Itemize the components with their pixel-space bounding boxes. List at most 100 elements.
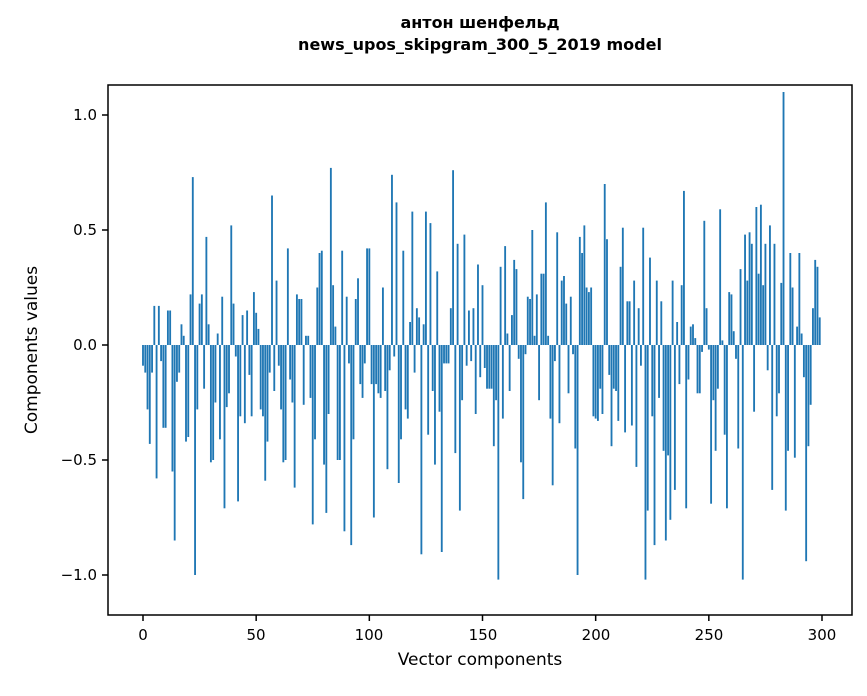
bar-227 [655,280,658,345]
bar-69 [298,299,301,345]
bar-68 [295,294,298,345]
bar-151 [483,345,486,368]
bar-61 [280,345,282,410]
bar-126 [427,345,430,435]
bar-299 [818,317,821,345]
bar-219 [637,308,640,345]
bar-127 [429,223,432,345]
bar-271 [755,207,758,345]
bar-148 [477,264,479,345]
bar-294 [807,345,810,447]
bar-83 [329,167,332,345]
bar-54 [264,345,267,481]
bar-233 [669,345,672,520]
bar-128 [431,345,434,391]
bar-2 [146,345,149,410]
bar-73 [307,335,310,345]
bar-147 [474,345,477,414]
bar-163 [511,315,513,345]
bar-154 [490,345,493,389]
bar-181 [551,345,554,486]
bar-63 [284,345,287,460]
bar-131 [438,345,441,412]
bar-254 [716,345,719,389]
bar-289 [796,326,799,345]
bar-180 [549,345,552,419]
bar-75 [311,345,314,525]
y-tick-label--1.0: −1.0 [60,566,97,584]
bar-135 [447,345,450,364]
bar-120 [413,345,416,373]
bar-177 [542,273,545,345]
x-tick-label-300: 300 [807,626,837,644]
bar-20 [187,345,190,437]
x-axis-label: Vector components [397,650,563,670]
bar-26 [200,294,203,345]
bar-297 [814,259,817,345]
bar-208 [612,345,615,389]
bar-201 [597,345,599,421]
bar-67 [293,345,296,488]
bar-281 [778,345,780,394]
bar-96 [359,345,362,385]
bar-101 [370,345,373,385]
bar-224 [649,257,651,345]
bar-184 [558,345,561,424]
bar-4 [151,345,153,373]
bar-102 [372,345,375,518]
bar-182 [554,345,556,362]
bar-153 [488,345,491,389]
bar-188 [567,345,570,394]
bar-220 [640,345,642,366]
bar-265 [741,345,744,580]
bar-110 [391,174,393,345]
y-tick-label--0.5: −0.5 [60,451,97,469]
bar-64 [286,248,289,345]
bar-259 [728,292,731,345]
bar-129 [434,345,436,465]
bar-249 [705,308,708,345]
bar-125 [424,211,427,345]
bar-18 [182,335,185,345]
bar-13 [171,345,174,472]
bar-185 [560,280,563,345]
bar-212 [621,227,624,345]
bar-168 [522,345,525,500]
bar-140 [458,345,461,511]
bar-17 [180,324,183,345]
bar-279 [773,243,776,345]
bar-207 [610,345,613,447]
bar-114 [400,345,402,440]
chart-title-line2: news_upos_skipgram_300_5_2019 model [298,35,662,54]
bar-124 [422,324,425,345]
bar-21 [189,294,192,345]
bar-139 [456,243,459,345]
bar-238 [680,285,683,345]
bar-173 [533,335,536,345]
bar-194 [581,253,584,345]
bar-247 [701,345,703,352]
bar-38 [228,345,230,394]
x-tick-label-0: 0 [138,626,148,644]
bar-203 [601,345,604,414]
bar-170 [526,296,529,345]
bar-165 [515,269,518,345]
bar-248 [703,220,706,345]
bar-8 [160,345,163,362]
chart-title-line1: антон шенфельд [400,13,560,32]
bar-95 [357,278,359,345]
bar-142 [463,234,466,345]
bar-80 [323,345,325,465]
bar-257 [723,345,726,435]
bar-39 [230,225,233,345]
bar-3 [148,345,151,444]
bar-166 [517,345,520,359]
bar-91 [348,345,350,364]
bar-118 [409,322,411,345]
bar-200 [594,345,597,419]
bar-47 [248,345,251,375]
bar-11 [166,310,169,345]
bar-53 [262,345,264,417]
bar-235 [673,345,676,490]
